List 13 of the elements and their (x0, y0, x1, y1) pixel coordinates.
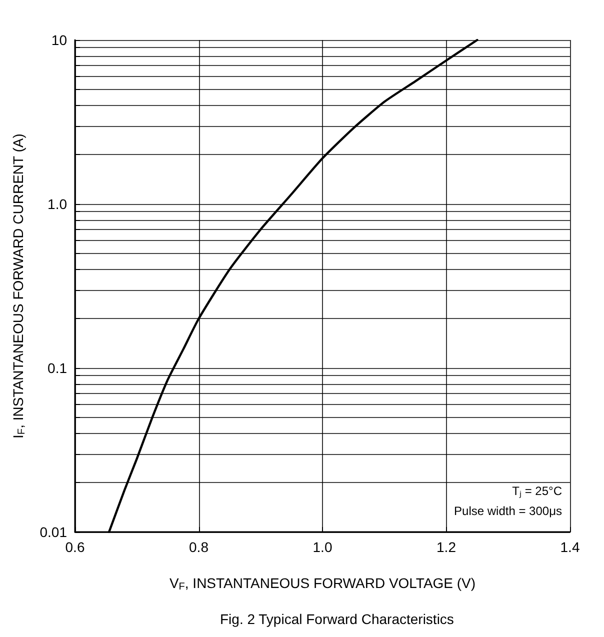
x-tick-label: 0.8 (189, 539, 209, 555)
y-tick-label: 10 (51, 32, 68, 48)
y-axis-title: IF, INSTANTANEOUS FORWARD CURRENT (A) (10, 134, 28, 439)
y-tick-label: 1.0 (48, 196, 68, 212)
y-tick-label: 0.1 (48, 360, 68, 376)
x-tick-label: 0.6 (65, 539, 85, 555)
x-tick-label: 1.4 (560, 539, 580, 555)
x-tick-label: 1.0 (312, 539, 332, 555)
y-tick-label: 0.01 (40, 524, 68, 540)
annotation: Tⱼ = 25°C (512, 484, 562, 498)
caption: Fig. 2 Typical Forward Characteristics (220, 611, 454, 627)
annotation: Pulse width = 300μs (454, 504, 562, 518)
x-tick-label: 1.2 (436, 539, 456, 555)
